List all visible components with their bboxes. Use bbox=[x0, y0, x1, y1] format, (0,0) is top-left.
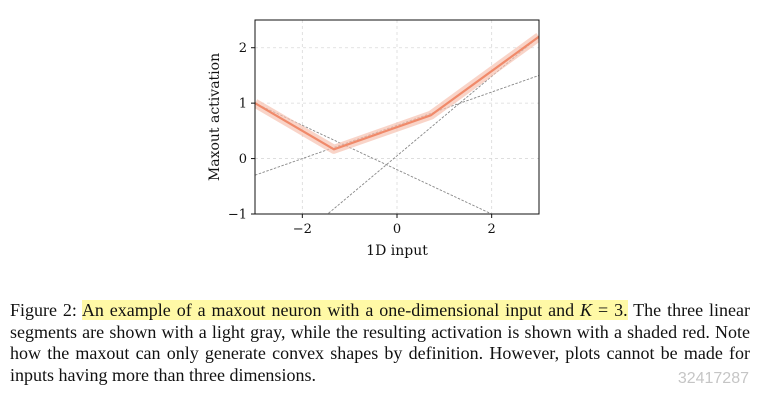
caption-highlight: An example of a maxout neuron with a one… bbox=[81, 300, 628, 320]
caption-line4: However, plots cannot be made for inputs… bbox=[10, 343, 750, 385]
y-tick-label: 2 bbox=[239, 41, 247, 56]
watermark: 32417287 bbox=[677, 370, 749, 387]
y-axis-label: Maxout activation bbox=[207, 53, 223, 181]
caption-equals: = 3. bbox=[592, 300, 628, 320]
figure: −2 0 2 −1 0 1 2 1D input Maxout activation bbox=[207, 19, 540, 259]
x-tick-label: 2 bbox=[488, 222, 496, 237]
y-tick-label: 1 bbox=[239, 97, 247, 112]
x-axis-label: 1D input bbox=[366, 243, 428, 259]
linear-segment-1 bbox=[255, 75, 539, 176]
caption-line2: three linear segments are shown with a l… bbox=[10, 300, 750, 342]
x-tick-label: −2 bbox=[293, 222, 312, 237]
ticks: −2 0 2 −1 0 1 2 bbox=[228, 41, 496, 237]
maxout-activation-line bbox=[255, 35, 539, 151]
figure-caption: Figure 2: An example of a maxout neuron … bbox=[10, 300, 750, 386]
caption-highlight-text: An example of a maxout neuron with a one… bbox=[81, 300, 575, 320]
grid bbox=[255, 20, 539, 215]
y-tick-label: 0 bbox=[239, 152, 247, 167]
maxout-chart: −2 0 2 −1 0 1 2 1D input Maxout activation bbox=[207, 19, 540, 259]
caption-prefix: Figure 2: bbox=[10, 300, 82, 320]
caption-line3: with a shaded red. Note how the maxout c… bbox=[10, 321, 751, 364]
x-tick-label: 0 bbox=[393, 222, 401, 237]
caption-line1-end: The bbox=[627, 300, 662, 320]
caption-k-symbol: K bbox=[580, 300, 593, 320]
y-tick-label: −1 bbox=[228, 208, 247, 223]
